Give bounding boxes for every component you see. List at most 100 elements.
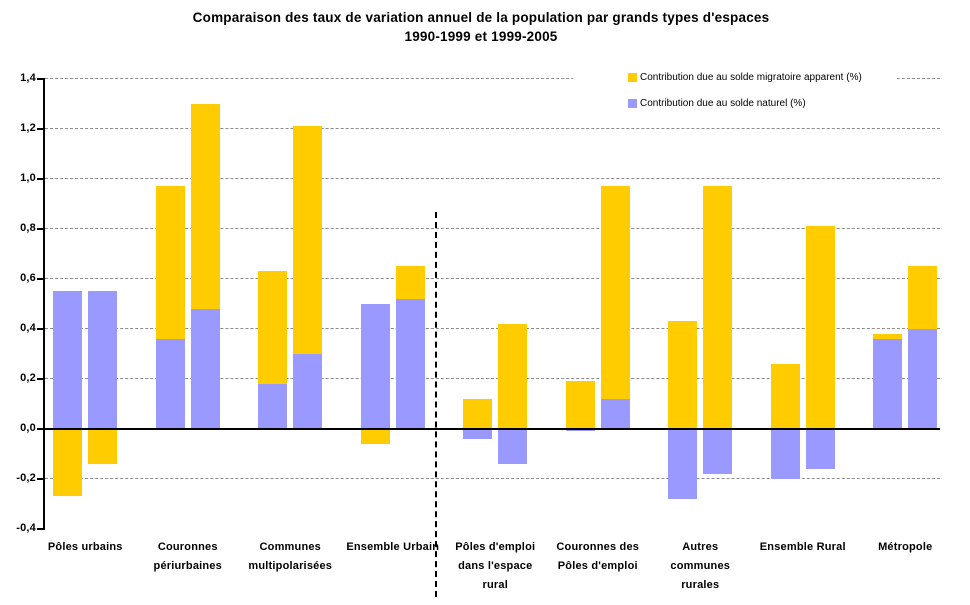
y-tick-1,0 bbox=[37, 177, 43, 180]
bar-segment-solde_migratoire-1990-1999 bbox=[668, 321, 698, 429]
bar-segment-solde_migratoire-1999-2005 bbox=[805, 226, 835, 429]
bar-segment-solde_migratoire-1999-2005 bbox=[498, 323, 528, 429]
bar-segment-solde_migratoire-1990-1999 bbox=[258, 271, 288, 384]
gridline-1.2 bbox=[45, 128, 940, 129]
zero-axis-line bbox=[45, 427, 940, 430]
category-label-line: Communes bbox=[259, 541, 321, 553]
migratoire-swatch-icon bbox=[628, 72, 637, 82]
legend-label: Contribution due au solde naturel (%) bbox=[640, 97, 806, 109]
y-tick-0,6 bbox=[37, 277, 43, 280]
bar-segment-solde_naturel-1990-1999 bbox=[463, 428, 493, 439]
bar-segment-solde_migratoire-1990-1999 bbox=[360, 428, 390, 444]
bar-segment-solde_migratoire-1990-1999 bbox=[155, 186, 185, 339]
bar-segment-solde_naturel-1990-1999 bbox=[565, 428, 595, 431]
bar-segment-solde_naturel-1990-1999 bbox=[155, 338, 185, 429]
chart-title: Comparaison des taux de variation annuel… bbox=[0, 8, 962, 46]
category-label-2: Couronnes périurbaines bbox=[126, 538, 250, 576]
y-tick-label: -0,2 bbox=[16, 471, 36, 484]
bar-segment-solde_naturel-1999-2005 bbox=[600, 398, 630, 429]
naturel-swatch-icon bbox=[628, 98, 637, 108]
bar-segment-solde_migratoire-1999-2005 bbox=[88, 428, 118, 464]
y-tick--0,2 bbox=[37, 477, 43, 480]
y-tick-label: 0,8 bbox=[20, 221, 36, 234]
bar-segment-solde_migratoire-1990-1999 bbox=[770, 363, 800, 429]
chart-title-line2: 1990-1999 et 1999-2005 bbox=[404, 29, 558, 44]
urban-rural-separator bbox=[435, 212, 437, 597]
legend-item-naturel: Contribution due au solde naturel (%) bbox=[628, 97, 806, 109]
gridline-0.6 bbox=[45, 278, 940, 279]
bar-segment-solde_naturel-1999-2005 bbox=[805, 428, 835, 469]
gridline-1.4 bbox=[45, 78, 940, 79]
category-label-line: dans l'espace bbox=[458, 560, 533, 572]
y-tick-label: 1,0 bbox=[20, 171, 36, 184]
legend-label: Contribution due au solde migratoire app… bbox=[640, 71, 862, 83]
gridline-0.8 bbox=[45, 228, 940, 229]
y-tick-label: 0,4 bbox=[20, 321, 36, 334]
y-tick-0,0 bbox=[37, 427, 43, 430]
category-label-line: Pôles urbains bbox=[47, 541, 123, 553]
y-tick-label: 0,2 bbox=[20, 371, 36, 384]
category-label-line: périurbaines bbox=[153, 560, 222, 572]
category-label-line: Pôles d'emploi bbox=[455, 541, 536, 553]
category-label-line: Couronnes bbox=[157, 541, 218, 553]
legend-item-migratoire: Contribution due au solde migratoire app… bbox=[628, 71, 862, 83]
bar-segment-solde_naturel-1990-1999 bbox=[873, 338, 903, 429]
bar-segment-solde_naturel-1990-1999 bbox=[53, 291, 83, 429]
bar-segment-solde_migratoire-1990-1999 bbox=[463, 398, 493, 429]
y-tick-label: 1,2 bbox=[20, 121, 36, 134]
category-label-9: Métropole bbox=[843, 538, 967, 557]
bar-segment-solde_migratoire-1990-1999 bbox=[873, 333, 903, 339]
category-label-line: Autres bbox=[682, 541, 719, 553]
y-tick-label: -0,4 bbox=[16, 521, 36, 534]
category-label-line: multipolarisées bbox=[248, 560, 333, 572]
y-axis-line bbox=[43, 77, 45, 530]
y-tick-0,2 bbox=[37, 377, 43, 380]
bar-segment-solde_migratoire-1999-2005 bbox=[395, 266, 425, 299]
bar-segment-solde_migratoire-1999-2005 bbox=[908, 266, 938, 329]
y-tick--0,4 bbox=[37, 527, 43, 530]
bar-segment-solde_naturel-1990-1999 bbox=[258, 383, 288, 429]
bar-segment-solde_naturel-1999-2005 bbox=[190, 308, 220, 429]
category-label-8: Ensemble Rural bbox=[741, 538, 865, 557]
category-label-line: communes bbox=[670, 560, 731, 572]
bar-segment-solde_migratoire-1999-2005 bbox=[293, 126, 323, 354]
bar-segment-solde_migratoire-1999-2005 bbox=[703, 186, 733, 429]
category-label-line: Pôles d'emploi bbox=[557, 560, 638, 572]
bar-segment-solde_naturel-1999-2005 bbox=[498, 428, 528, 464]
y-tick-1,4 bbox=[37, 77, 43, 80]
chart-title-line1: Comparaison des taux de variation annuel… bbox=[192, 10, 770, 25]
bar-segment-solde_naturel-1990-1999 bbox=[668, 428, 698, 499]
y-tick-0,8 bbox=[37, 227, 43, 230]
bar-segment-solde_naturel-1999-2005 bbox=[88, 291, 118, 429]
bar-segment-solde_migratoire-1990-1999 bbox=[53, 428, 83, 496]
category-label-line: rurales bbox=[681, 579, 720, 591]
bar-segment-solde_migratoire-1999-2005 bbox=[600, 186, 630, 399]
category-label-3: Communes multipolarisées bbox=[228, 538, 352, 576]
bar-segment-solde_naturel-1999-2005 bbox=[908, 328, 938, 429]
y-tick-0,4 bbox=[37, 327, 43, 330]
category-label-line: Ensemble Urbain bbox=[346, 541, 440, 553]
category-label-1: Pôles urbains bbox=[23, 538, 147, 557]
category-label-line: Ensemble Rural bbox=[759, 541, 846, 553]
bar-segment-solde_naturel-1999-2005 bbox=[395, 298, 425, 429]
category-label-5: Pôles d'emploi dans l'espace rural bbox=[433, 538, 557, 595]
category-label-4: Ensemble Urbain bbox=[331, 538, 455, 557]
category-label-7: Autres communes rurales bbox=[638, 538, 762, 595]
bar-segment-solde_naturel-1990-1999 bbox=[360, 303, 390, 429]
gridline--0.2 bbox=[45, 478, 940, 479]
legend: Contribution due au solde migratoire app… bbox=[573, 64, 895, 116]
gridline-0.4 bbox=[45, 328, 940, 329]
bar-segment-solde_naturel-1999-2005 bbox=[703, 428, 733, 474]
y-tick-1,2 bbox=[37, 127, 43, 130]
category-label-6: Couronnes des Pôles d'emploi bbox=[536, 538, 660, 576]
y-tick-label: 0,6 bbox=[20, 271, 36, 284]
bar-segment-solde_migratoire-1999-2005 bbox=[190, 103, 220, 309]
category-label-line: Couronnes des bbox=[556, 541, 640, 553]
bar-segment-solde_naturel-1990-1999 bbox=[770, 428, 800, 479]
category-label-line: rural bbox=[482, 579, 508, 591]
y-tick-label: 0,0 bbox=[20, 421, 36, 434]
y-tick-label: 1,4 bbox=[20, 71, 36, 84]
category-label-line: Métropole bbox=[878, 541, 933, 553]
gridline-0.2 bbox=[45, 378, 940, 379]
